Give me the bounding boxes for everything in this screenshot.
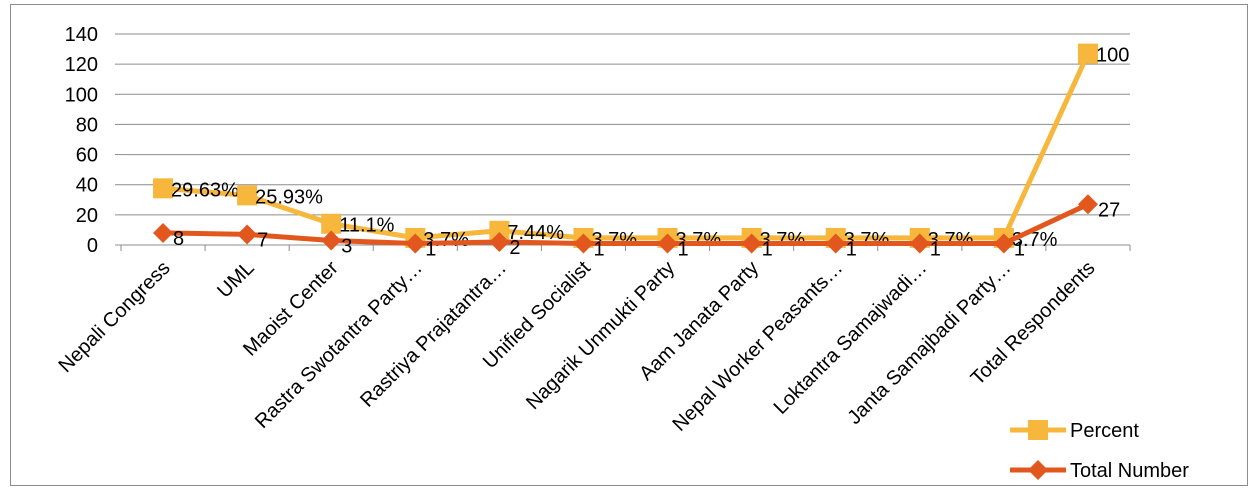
series-line-percent — [160, 51, 1091, 241]
data-label: 1 — [762, 238, 773, 260]
data-point-marker — [1077, 43, 1098, 64]
data-point-marker — [993, 233, 1014, 254]
x-category-label: UML — [213, 257, 258, 302]
data-point-marker — [657, 233, 678, 254]
y-tick-label: 100 — [65, 84, 98, 106]
data-point-marker — [909, 233, 930, 254]
y-tick-label: 20 — [76, 205, 98, 227]
series-line-total-number — [160, 201, 1091, 246]
data-label: 2 — [509, 237, 520, 259]
x-category-label: Nepal Worker Peasants… — [668, 257, 847, 436]
data-label: 100 — [1096, 45, 1129, 67]
data-point-marker — [153, 178, 174, 199]
data-label: 1 — [678, 238, 689, 260]
x-category-label: Rastra Swotantra Party… — [251, 257, 427, 433]
data-point-marker — [825, 233, 846, 254]
data-label: 1 — [930, 238, 941, 260]
x-category-label: Janta Samajbadi Party… — [843, 257, 1015, 429]
legend-label: Total Number — [1070, 460, 1189, 482]
data-point-marker — [1077, 194, 1098, 215]
x-category-label: Loktantra Samajwadi… — [770, 257, 932, 419]
y-tick-label: 80 — [76, 114, 98, 136]
data-label: 8 — [173, 228, 184, 250]
y-tick-label: 120 — [65, 54, 98, 76]
data-label: 7 — [257, 229, 268, 251]
data-point-marker — [237, 224, 258, 245]
data-point-marker — [321, 230, 342, 251]
y-tick-label: 40 — [76, 175, 98, 197]
legend-marker — [1028, 460, 1048, 480]
data-label: 1 — [846, 238, 857, 260]
y-tick-label: 60 — [76, 145, 98, 167]
data-label: 27 — [1098, 199, 1120, 221]
data-point-marker — [153, 222, 174, 243]
data-label: 1 — [593, 238, 604, 260]
legend-marker — [1028, 420, 1048, 440]
data-label: 25.93% — [255, 186, 323, 208]
data-label: 1 — [425, 238, 436, 260]
data-label: 11.1% — [339, 215, 394, 237]
data-point-marker — [489, 231, 510, 252]
x-category-label: Nagarik Unmukti Party — [522, 257, 679, 414]
data-label: 3 — [341, 235, 352, 257]
data-label: 7.44% — [507, 222, 564, 244]
data-point-marker — [237, 185, 258, 206]
data-point-marker — [489, 220, 510, 241]
x-category-label: Nepali Congress — [54, 257, 174, 377]
data-label: 29.63% — [171, 179, 239, 201]
data-point-marker — [321, 213, 342, 234]
x-category-label: Rastriya Prajatantra… — [356, 257, 511, 412]
y-tick-label: 0 — [87, 235, 98, 257]
data-point-marker — [573, 233, 594, 254]
data-label: 1 — [1014, 238, 1025, 260]
y-tick-label: 140 — [65, 24, 98, 46]
data-point-marker — [741, 233, 762, 254]
data-point-marker — [405, 233, 426, 254]
legend-label: Percent — [1070, 420, 1139, 442]
